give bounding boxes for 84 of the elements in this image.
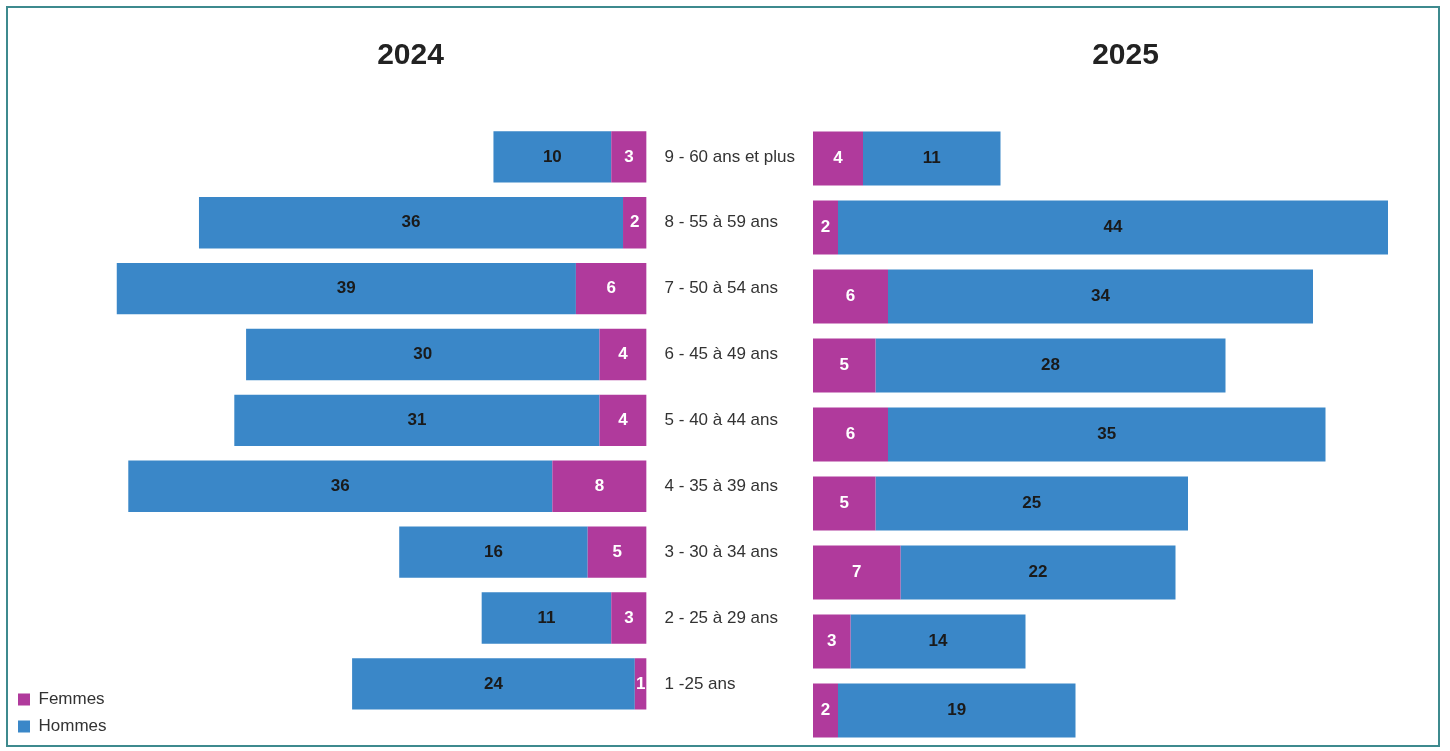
bar (838, 683, 1076, 738)
y-tick-label: 7 - 50 à 54 ans (664, 278, 779, 298)
data-label: 36 (401, 212, 421, 232)
data-label: 6 (845, 286, 856, 306)
bar (888, 407, 1326, 462)
data-label: 2 (820, 217, 831, 237)
y-tick-label: 1 -25 ans (664, 673, 736, 693)
data-label: 16 (483, 541, 503, 561)
data-label: 4 (833, 148, 844, 168)
bar (888, 269, 1313, 324)
bar (481, 592, 612, 644)
data-label: 31 (407, 410, 427, 430)
data-label: 36 (330, 475, 350, 495)
bar (813, 200, 838, 255)
chart-title: 2025 (1092, 37, 1159, 71)
y-tick-label: 2 - 25 à 29 ans (664, 607, 779, 627)
y-tick-label: 3 - 30 à 34 ans (664, 541, 779, 561)
legend-label: Hommes (38, 716, 107, 736)
bar (234, 394, 600, 447)
bar (838, 200, 1388, 255)
data-label: 5 (839, 355, 849, 375)
data-label: 44 (1103, 217, 1123, 237)
data-label: 5 (839, 493, 849, 513)
data-label: 35 (1097, 424, 1117, 444)
data-label: 10 (542, 146, 562, 166)
bar (611, 131, 647, 183)
bar (850, 614, 1026, 669)
bar (813, 338, 876, 393)
data-label: 24 (483, 673, 504, 693)
data-label: 3 (624, 146, 634, 166)
data-label: 6 (845, 424, 856, 444)
bar (875, 476, 1188, 531)
bar (611, 592, 647, 644)
data-label: 3 (624, 607, 634, 627)
bar (900, 545, 1176, 600)
data-label: 4 (618, 344, 629, 364)
bar (493, 131, 612, 183)
data-label: 8 (594, 475, 605, 495)
data-label: 3 (827, 631, 837, 651)
bar (813, 131, 863, 186)
bar (813, 476, 876, 531)
data-label: 34 (1091, 286, 1111, 306)
data-label: 39 (336, 278, 356, 298)
data-label: 1 (635, 673, 646, 693)
data-label: 6 (606, 278, 616, 298)
bar (587, 526, 647, 578)
data-label: 30 (413, 344, 433, 364)
data-label: 11 (537, 607, 556, 627)
bar (813, 614, 851, 669)
bar (875, 338, 1226, 393)
data-label: 22 (1028, 562, 1048, 582)
bar (575, 262, 647, 315)
bar (198, 197, 624, 249)
data-label: 14 (928, 631, 948, 651)
data-label: 28 (1041, 355, 1060, 375)
data-label: 25 (1022, 493, 1042, 513)
y-tick-label: 5 - 40 à 44 ans (664, 410, 779, 430)
y-tick-label: 6 - 45 à 49 ans (664, 344, 779, 364)
bar (399, 526, 588, 578)
y-tick-label: 4 - 35 à 39 ans (664, 475, 779, 495)
bar (813, 269, 888, 324)
data-label: 7 (852, 562, 862, 582)
data-label: 2 (820, 700, 831, 720)
bar (246, 328, 600, 381)
bar (813, 683, 838, 738)
bar (116, 262, 576, 315)
bar (623, 197, 647, 249)
bar (128, 460, 553, 512)
bar (813, 545, 901, 600)
bar (599, 394, 647, 447)
data-label: 2 (630, 212, 640, 232)
chart-title: 2024 (377, 37, 445, 71)
data-label: 4 (618, 410, 629, 430)
y-tick-label: 8 - 55 à 59 ans (664, 212, 779, 232)
data-label: 19 (947, 700, 967, 720)
bar (352, 658, 635, 710)
y-tick-label: 9 - 60 ans et plus (664, 146, 796, 166)
legend-label: Femmes (38, 689, 105, 709)
bar (599, 328, 647, 381)
data-label: 5 (612, 541, 622, 561)
bar (552, 460, 647, 512)
data-label: 11 (922, 148, 941, 168)
bar (813, 407, 888, 462)
bar (863, 131, 1001, 186)
